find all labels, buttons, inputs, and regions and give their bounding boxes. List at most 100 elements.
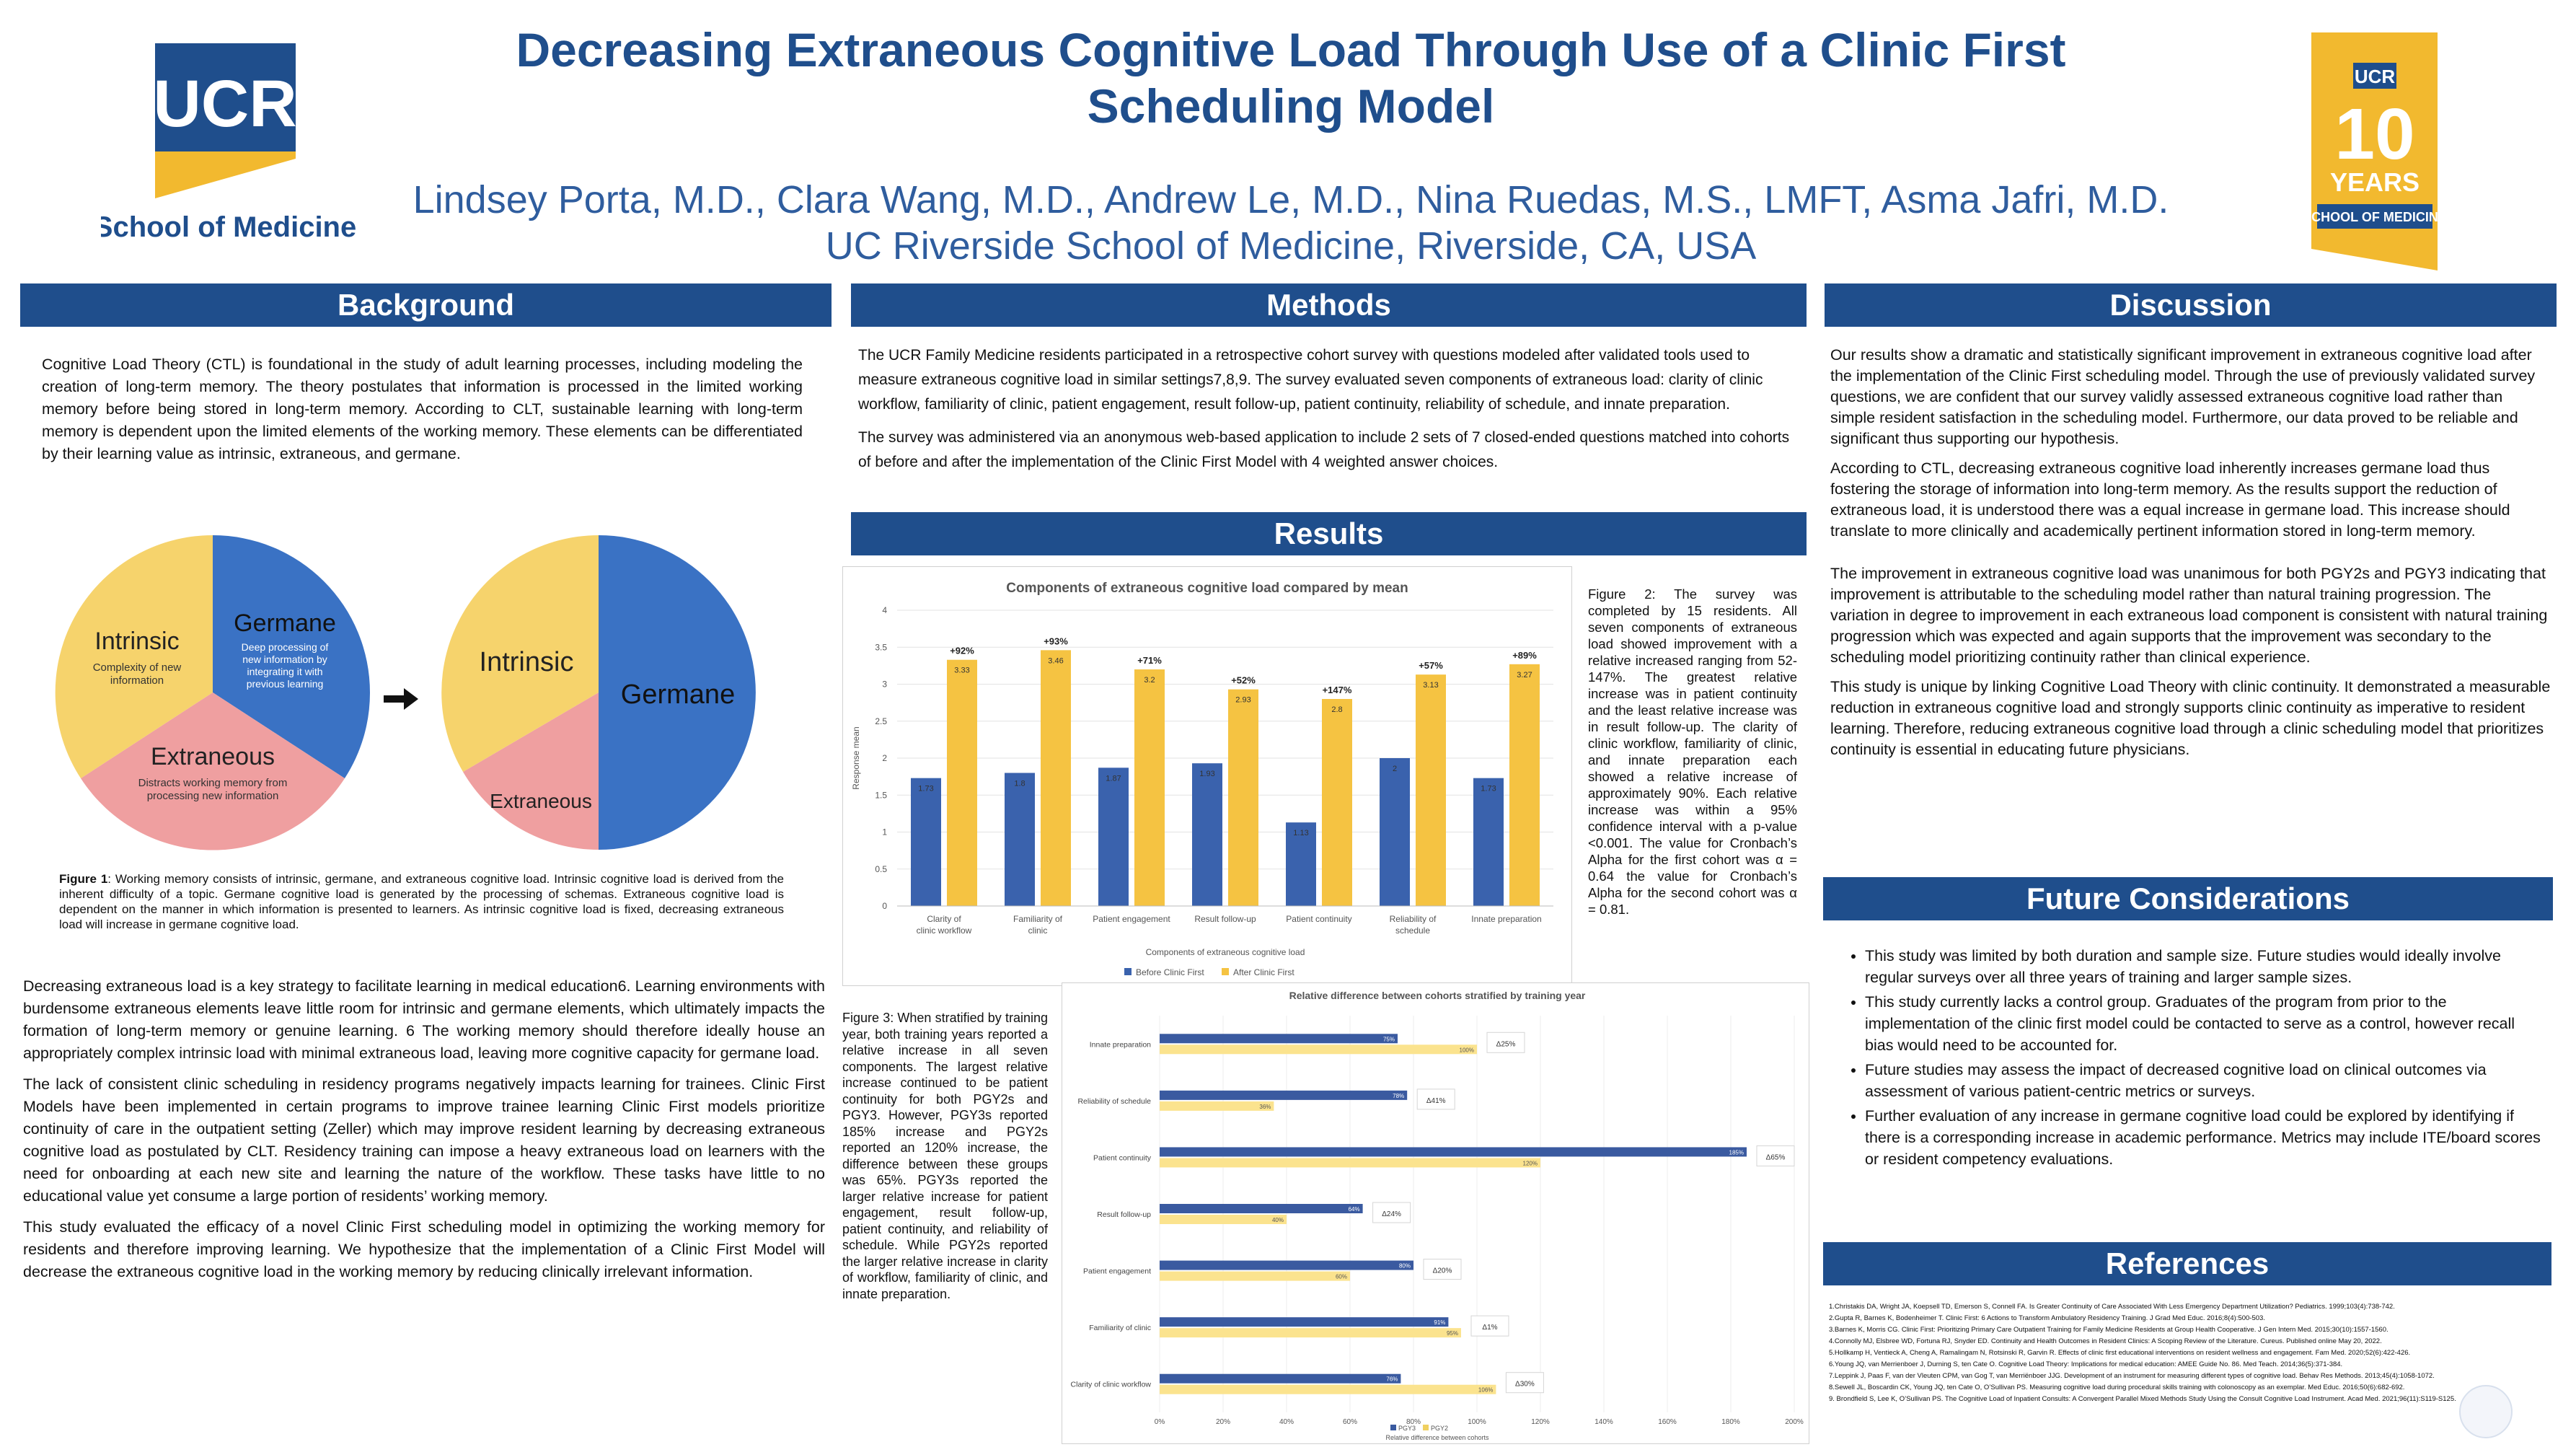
chart1-legend-swatch-before	[1124, 968, 1132, 975]
chart1-bar-after	[1416, 674, 1446, 906]
chart2-legend-swatch-pgy2	[1423, 1425, 1429, 1430]
chart1-label-after: 2.8	[1331, 705, 1342, 714]
chart2-x-tick: 40%	[1279, 1418, 1294, 1426]
ten-years-ucr: UCR	[2355, 66, 2396, 87]
reference-item: 2.Gupta R, Barnes K, Bodenheimer T. Clin…	[1829, 1314, 2265, 1322]
references-list: 1.Christakis DA, Wright JA, Koepsell TD,…	[1829, 1302, 2550, 1406]
methods-body: The UCR Family Medicine residents partic…	[858, 343, 1803, 483]
chart2-bar-pgy2	[1160, 1215, 1287, 1224]
future-item: Future studies may assess the impact of …	[1865, 1059, 2546, 1102]
chart1-bar-after	[1509, 664, 1540, 906]
chart2-annotation: Δ24%	[1382, 1210, 1401, 1218]
pie2-extraneous-label: Extraneous	[490, 790, 592, 812]
future-item: Further evaluation of any increase in ge…	[1865, 1105, 2546, 1170]
chart2-label-pgy2: 106%	[1478, 1387, 1493, 1394]
chart1-y-tick: 3	[882, 679, 887, 690]
chart1-annotation: +52%	[1231, 675, 1256, 686]
future-list: This study was limited by both duration …	[1839, 945, 2546, 1170]
chart1-annotation: +57%	[1419, 660, 1443, 671]
chart1-y-tick: 1	[882, 827, 887, 837]
chart1-bar-after	[1041, 650, 1071, 906]
chart1-annotation: +92%	[950, 646, 974, 656]
pie2-intrinsic-slice	[441, 535, 599, 772]
chart2-label-pgy2: 100%	[1460, 1047, 1474, 1053]
chart1-y-tick: 0.5	[875, 864, 887, 874]
chart2-annotation-box	[1470, 1315, 1509, 1337]
ucr-logo-icon: UCR School of Medicine	[94, 43, 356, 243]
chart2-label-pgy3: 80%	[1399, 1263, 1411, 1270]
chart1-label-before: 1.73	[918, 785, 933, 793]
chart1-label-before: 1.93	[1199, 770, 1214, 778]
figure-1-caption-label: Figure 1	[59, 872, 108, 886]
ucr-logo-sub: School of Medicine	[101, 211, 356, 243]
chart1-y-tick: 1.5	[875, 790, 887, 800]
reference-item: 9. Brondfield S, Lee K, O’Sullivan PS. T…	[1829, 1395, 2456, 1403]
chart1-bar-after	[1134, 669, 1165, 906]
chart2-y-tick: Clarity of clinic workflow	[1071, 1381, 1152, 1389]
chart2-bar-pgy3	[1160, 1090, 1408, 1100]
chart1-annotation: +93%	[1044, 635, 1068, 646]
chart2-y-tick: Patient engagement	[1083, 1267, 1151, 1276]
chart2-legend-swatch-pgy3	[1390, 1425, 1396, 1430]
reference-item: 4.Connolly MJ, Elsbree WD, Fortuna RJ, S…	[1829, 1337, 2382, 1345]
discussion-paragraph-1: Our results show a dramatic and statisti…	[1830, 346, 2536, 447]
chart1-x-tick: Familiarity of	[1013, 914, 1063, 924]
chart2-bar-pgy2	[1160, 1384, 1496, 1394]
components-bar-chart-svg: Components of extraneous cognitive load …	[851, 581, 1553, 977]
chart2-bar-pgy2	[1160, 1328, 1461, 1338]
discussion-paragraph-3: The improvement in extraneous cognitive …	[1830, 565, 2548, 666]
chart1-label-after: 3.27	[1517, 671, 1532, 679]
chart1-label-after: 3.46	[1048, 656, 1063, 665]
pie1-extraneous-desc-a: Distracts working memory from	[138, 777, 288, 789]
reference-item: 7.Leppink J, Paas F, van der Vleuten CPM…	[1829, 1372, 2435, 1380]
chart2-y-tick: Patient continuity	[1093, 1153, 1152, 1162]
discussion-paragraph-2: According to CTL, decreasing extraneous …	[1830, 459, 2510, 540]
pie2-germane-label: Germane	[621, 679, 735, 710]
chart2-bar-pgy3	[1160, 1204, 1363, 1213]
chart2-annotation-box	[1486, 1032, 1525, 1053]
future-list-container: This study was limited by both duration …	[1839, 945, 2546, 1173]
chart1-label-before: 1.13	[1293, 829, 1308, 837]
chart2-annotation-box	[1423, 1259, 1462, 1280]
pie2-extraneous-slice	[463, 692, 599, 850]
chart1-bar-before	[1286, 822, 1316, 906]
chart2-bar-pgy2	[1160, 1271, 1350, 1281]
chart2-label-pgy2: 36%	[1259, 1104, 1271, 1110]
chart2-annotation: Δ25%	[1496, 1040, 1516, 1048]
chart2-x-tick: 0%	[1155, 1418, 1165, 1426]
chart2-label-pgy2: 40%	[1272, 1217, 1284, 1223]
pie2-germane-slice	[599, 535, 756, 850]
pie1-intrinsic-slice	[55, 535, 213, 778]
future-item: This study currently lacks a control gro…	[1865, 991, 2546, 1056]
chart1-legend-before: Before Clinic First	[1136, 967, 1204, 977]
chart2-x-tick: 160%	[1658, 1418, 1677, 1426]
chart2-x-tick: 60%	[1343, 1418, 1357, 1426]
chart1-y-tick: 2.5	[875, 716, 887, 726]
chart2-bar-pgy2	[1160, 1044, 1477, 1055]
pie1-germane-desc-c: integrating it with	[247, 666, 322, 677]
chart2-annotation-box	[1416, 1088, 1455, 1110]
discussion-body: Our results show a dramatic and statisti…	[1830, 345, 2551, 769]
chart1-annotation: +89%	[1512, 650, 1537, 661]
chart1-annotation: +71%	[1137, 655, 1162, 666]
chart2-annotation: Δ1%	[1482, 1324, 1497, 1332]
chart2-y-tick: Reliability of schedule	[1077, 1097, 1151, 1106]
working-memory-pie-diagram: Intrinsic Complexity of new information …	[55, 535, 756, 850]
background-paragraph-2: Decreasing extraneous load is a key stra…	[23, 977, 825, 1062]
chart1-x-tick: Innate preparation	[1471, 914, 1541, 924]
background-paragraph-4: This study evaluated the efficacy of a n…	[23, 1218, 825, 1280]
chart2-x-tick: 80%	[1406, 1418, 1421, 1426]
pie1-germane-desc-b: new information by	[242, 654, 327, 665]
figure-2-caption: Figure 2: The survey was completed by 15…	[1588, 586, 1797, 917]
seal-icon	[2459, 1385, 2513, 1438]
methods-paragraph-1: The UCR Family Medicine residents partic…	[858, 347, 1763, 413]
chart2-x-tick: 140%	[1594, 1418, 1613, 1426]
affiliation: UC Riverside School of Medicine, Riversi…	[825, 224, 1757, 268]
background-intro: Cognitive Load Theory (CTL) is foundatio…	[42, 353, 803, 474]
poster-authors: Lindsey Porta, M.D., Clara Wang, M.D., A…	[404, 177, 2178, 269]
chart1-y-tick: 3.5	[875, 642, 887, 652]
chart1-bar-after	[1322, 699, 1352, 906]
chart1-y-tick: 4	[882, 605, 887, 615]
